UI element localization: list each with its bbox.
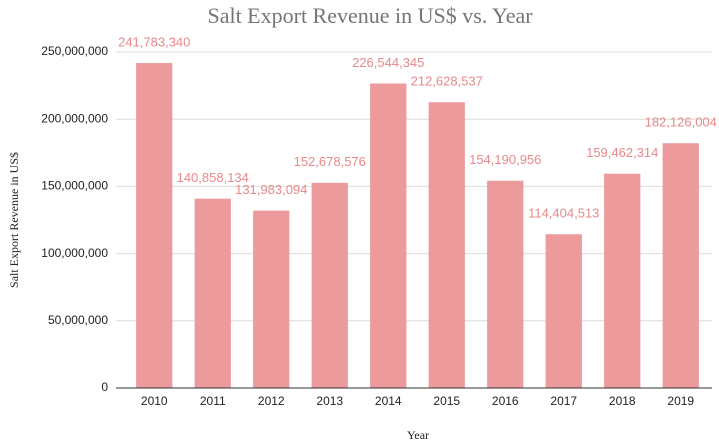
bar bbox=[194, 198, 231, 388]
data-label: 241,783,340 bbox=[118, 34, 190, 49]
bar bbox=[253, 210, 290, 388]
data-label: 182,126,004 bbox=[645, 115, 717, 130]
x-tick-label: 2010 bbox=[141, 394, 168, 408]
bar bbox=[428, 102, 465, 389]
data-label: 152,678,576 bbox=[294, 154, 366, 169]
y-tick-label: 50,000,000 bbox=[48, 313, 108, 327]
x-tick-label: 2017 bbox=[550, 394, 577, 408]
x-tick-label: 2019 bbox=[667, 394, 694, 408]
x-tick-label: 2016 bbox=[492, 394, 519, 408]
bar bbox=[136, 63, 173, 389]
chart-title: Salt Export Revenue in US$ vs. Year bbox=[207, 3, 533, 28]
y-tick-label: 200,000,000 bbox=[41, 111, 108, 125]
y-tick-label: 0 bbox=[101, 380, 108, 394]
bar bbox=[487, 180, 524, 388]
data-label: 159,462,314 bbox=[586, 145, 658, 160]
data-label: 212,628,537 bbox=[411, 74, 483, 89]
bar bbox=[311, 182, 348, 388]
bar bbox=[604, 173, 641, 388]
x-tick-label: 2011 bbox=[200, 394, 226, 408]
bar bbox=[370, 83, 407, 388]
y-tick-label: 150,000,000 bbox=[41, 179, 108, 193]
x-tick-label: 2015 bbox=[433, 394, 460, 408]
x-tick-label: 2013 bbox=[316, 394, 343, 408]
x-tick-label: 2018 bbox=[609, 394, 636, 408]
y-axis-title: Salt Export Revenue in US$ bbox=[7, 152, 21, 288]
bar bbox=[662, 143, 699, 388]
x-tick-label: 2012 bbox=[258, 394, 285, 408]
x-axis-title: Year bbox=[407, 428, 429, 442]
data-label: 154,190,956 bbox=[469, 152, 541, 167]
y-tick-label: 250,000,000 bbox=[41, 44, 108, 58]
x-tick-label: 2014 bbox=[375, 394, 402, 408]
bar bbox=[545, 234, 582, 388]
data-label: 140,858,134 bbox=[177, 170, 249, 185]
data-label: 131,983,094 bbox=[235, 182, 307, 197]
data-label: 114,404,513 bbox=[528, 206, 599, 221]
data-label: 226,544,345 bbox=[352, 55, 424, 70]
y-tick-label: 100,000,000 bbox=[41, 246, 108, 260]
